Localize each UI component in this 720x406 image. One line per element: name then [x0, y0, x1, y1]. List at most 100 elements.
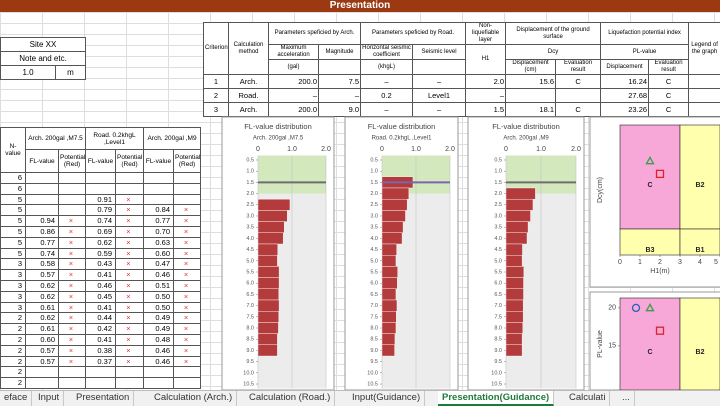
bar: [382, 311, 396, 322]
bar: [382, 244, 397, 255]
y-tick-label: 8.0: [246, 325, 254, 331]
y-tick-label: 3.0: [494, 213, 502, 219]
bar: [258, 278, 279, 289]
bar: [382, 266, 398, 277]
y-tick-label: 5.5: [246, 269, 254, 275]
bar: [506, 311, 523, 322]
y-tick-label: 1.0: [494, 169, 502, 175]
x-tick-label: 1.0: [287, 146, 297, 153]
sheet-tab[interactable]: Presentation(Guidance): [438, 391, 554, 406]
y-axis-label: Dcy(cm): [597, 177, 604, 203]
y-tick-label: 7.0: [246, 303, 254, 309]
zone: [680, 298, 720, 390]
zone-label: B3: [646, 247, 655, 254]
x-tick-label: 0: [256, 146, 260, 153]
y-tick-label: 7.0: [494, 303, 502, 309]
y-tick-label: 6.5: [370, 292, 378, 298]
zone-label: B1: [696, 247, 705, 254]
x-tick-label: 1.0: [536, 146, 546, 153]
bar: [506, 266, 524, 277]
bar: [506, 233, 527, 244]
bar: [258, 210, 287, 221]
sheet-tab[interactable]: Input: [34, 391, 64, 406]
bar: [258, 222, 284, 233]
y-tick-label: 5.0: [370, 258, 378, 264]
y-tick-label: 0.5: [246, 157, 254, 163]
y-tick-label: 20: [608, 305, 616, 312]
y-tick-label: 0.5: [370, 157, 378, 163]
bar: [382, 345, 395, 356]
bar: [258, 334, 277, 345]
y-axis-label: PL-value: [597, 330, 604, 358]
chart-title: FL-value distribution: [244, 122, 312, 131]
bar: [382, 255, 396, 266]
sheet-tab[interactable]: Calculation (Arch.): [150, 391, 237, 406]
y-tick-label: 7.5: [370, 314, 378, 320]
y-tick-label: 2.5: [370, 202, 378, 208]
bar: [506, 278, 524, 289]
y-tick-label: 4.0: [494, 236, 502, 242]
sheet-tab[interactable]: Calculation (Road.): [245, 391, 335, 406]
bar: [258, 311, 279, 322]
bar: [258, 199, 290, 210]
bar: [506, 244, 522, 255]
y-tick-label: 2.0: [370, 191, 378, 197]
sheet-tab[interactable]: Calculati: [565, 391, 610, 406]
y-tick-label: 6.0: [246, 281, 254, 287]
y-tick-label: 10.0: [243, 370, 254, 376]
y-tick-label: 5.5: [494, 269, 502, 275]
y-tick-label: 8.0: [494, 325, 502, 331]
y-tick-label: 2.5: [494, 202, 502, 208]
y-tick-label: 4.5: [370, 247, 378, 253]
y-tick-label: 6.0: [494, 281, 502, 287]
y-tick-label: 3.0: [246, 213, 254, 219]
bar: [506, 322, 523, 333]
bar: [382, 322, 396, 333]
sheet-tab[interactable]: Input(Guidance): [348, 391, 425, 406]
y-tick-label: 10.5: [491, 381, 502, 387]
bar: [506, 289, 524, 300]
x-tick-label: 3: [678, 259, 682, 266]
y-tick-label: 1.5: [246, 180, 254, 186]
y-tick-label: 7.5: [494, 314, 502, 320]
bar: [258, 255, 277, 266]
zone-label: C: [647, 182, 652, 189]
y-tick-label: 9.0: [370, 348, 378, 354]
bar: [382, 334, 395, 345]
chart-title: FL-value distribution: [368, 122, 436, 131]
y-tick-label: 7.5: [246, 314, 254, 320]
bar: [258, 300, 279, 311]
bar: [382, 233, 402, 244]
x-tick-label: 0: [618, 259, 622, 266]
bar: [506, 255, 522, 266]
bar: [506, 210, 531, 221]
y-tick-label: 1.5: [494, 180, 502, 186]
bar: [382, 289, 396, 300]
y-tick-label: 2.5: [246, 202, 254, 208]
bar: [506, 222, 528, 233]
zone: [620, 125, 680, 229]
y-tick-label: 1.0: [246, 169, 254, 175]
x-tick-label: 2: [658, 259, 662, 266]
chart-subtitle: Road. 0.2khgL ,Level1: [372, 136, 432, 142]
x-tick-label: 2.0: [321, 146, 331, 153]
x-tick-label: 0: [380, 146, 384, 153]
y-tick-label: 3.5: [370, 225, 378, 231]
y-tick-label: 5.5: [370, 269, 378, 275]
sheet-tab[interactable]: Presentation: [72, 391, 134, 406]
sheet-tab[interactable]: eface: [0, 391, 32, 406]
x-axis-label: H1(m): [650, 268, 669, 275]
x-tick-label: 4: [698, 259, 702, 266]
y-tick-label: 10.5: [243, 381, 254, 387]
bar: [258, 322, 278, 333]
y-tick-label: 5.0: [494, 258, 502, 264]
bar: [258, 289, 279, 300]
y-tick-label: 9.5: [370, 359, 378, 365]
sheet-tab[interactable]: ...: [618, 391, 635, 406]
y-tick-label: 4.5: [246, 247, 254, 253]
bar: [258, 244, 278, 255]
y-tick-label: 10.0: [491, 370, 502, 376]
y-tick-label: 0.5: [494, 157, 502, 163]
y-tick-label: 10.5: [367, 381, 378, 387]
chart-subtitle: Arch. 200gal ,M7.5: [253, 136, 304, 142]
